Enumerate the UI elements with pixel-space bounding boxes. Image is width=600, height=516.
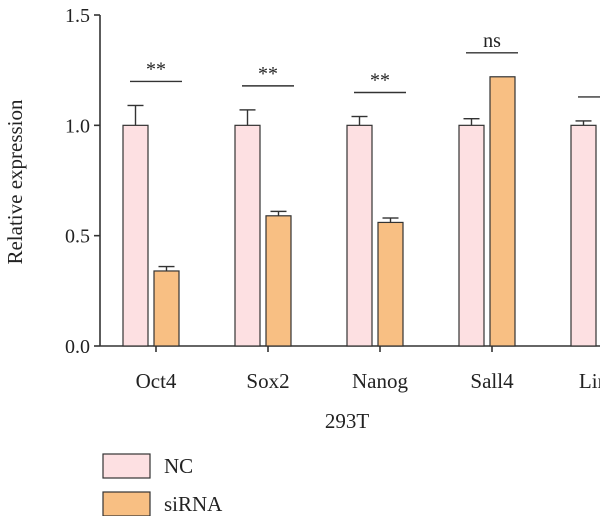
y-tick-label: 1.0 xyxy=(65,115,90,137)
y-tick-label: 0.0 xyxy=(65,336,90,358)
y-tick-label: 1.5 xyxy=(65,5,90,27)
category-label: Sall4 xyxy=(470,369,514,393)
category-label: Nanog xyxy=(352,369,408,393)
significance-label: ns xyxy=(483,30,501,52)
bar-sirna-sox2 xyxy=(265,215,292,347)
significance-label: ** xyxy=(370,70,390,92)
legend-swatch-nc xyxy=(102,453,151,479)
y-tick-label: 0.5 xyxy=(65,226,90,248)
legend-label-nc: NC xyxy=(164,454,193,478)
bar-nc-nanog xyxy=(346,124,373,347)
y-axis-title: Relative expression xyxy=(3,99,27,265)
bar-nc-sox2 xyxy=(234,124,261,347)
labels: 0.0 0.5 1.0 1.5 Oct4 ** Sox2 ** Nanog ** Sall4 ns Li… xyxy=(65,5,600,393)
bar-nc-oct4 xyxy=(122,124,149,347)
significance-label: ** xyxy=(258,63,278,85)
legend-swatch-sirna xyxy=(102,491,151,516)
bar-sirna-sall4 xyxy=(489,76,516,347)
bar-sirna-oct4 xyxy=(153,270,180,347)
x-axis-title: 293T xyxy=(325,409,370,433)
category-label: Oct4 xyxy=(136,369,177,393)
category-label: Sox2 xyxy=(246,369,289,393)
bars xyxy=(122,52,600,347)
legend-label-sirna: siRNA xyxy=(164,492,223,516)
bar-nc-sall4 xyxy=(458,124,485,347)
legend: NC siRNA xyxy=(102,453,223,516)
category-label: Lin28 xyxy=(579,369,600,393)
significance-label: ** xyxy=(146,58,166,80)
bar-nc-lin28 xyxy=(570,124,597,347)
bar-sirna-nanog xyxy=(377,221,404,347)
